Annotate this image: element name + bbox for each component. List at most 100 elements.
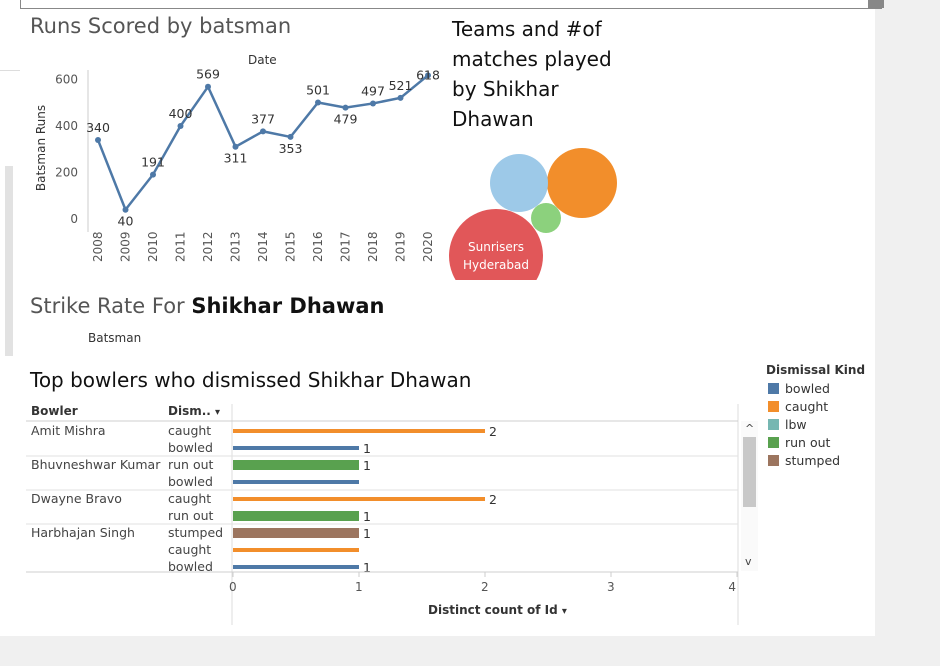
bubble-sunrisers-hyderabad[interactable] — [449, 209, 543, 281]
bowler-name[interactable]: Harbhajan Singh — [31, 525, 135, 540]
line-chart-x-tick: 2019 — [394, 231, 408, 262]
line-chart-x-tick: 2008 — [91, 231, 105, 262]
line-chart-ylabel: Batsman Runs — [34, 105, 48, 191]
left-scroll-strip — [5, 166, 13, 356]
column-header-bowler[interactable]: Bowler — [31, 404, 78, 418]
bar-x-tick: 0 — [229, 580, 237, 594]
legend-title: Dismissal Kind — [766, 363, 866, 377]
dismissal-kind[interactable]: caught — [168, 542, 211, 557]
line-data-label: 479 — [334, 112, 358, 127]
sort-icon[interactable]: ▾ — [215, 407, 221, 418]
bar[interactable] — [233, 446, 359, 450]
line-point[interactable] — [370, 100, 376, 107]
line-point[interactable] — [425, 72, 431, 79]
legend-item[interactable]: caught — [768, 399, 828, 414]
bowler-name[interactable]: Dwayne Bravo — [31, 491, 122, 506]
bowler-name[interactable]: Bhuvneshwar Kumar — [31, 457, 161, 472]
legend-item[interactable]: stumped — [768, 453, 840, 468]
bar[interactable] — [233, 565, 359, 569]
bubble-light-blue[interactable] — [490, 154, 548, 212]
line-point[interactable] — [95, 136, 101, 143]
column-header-dismissal-label: Dism.. — [168, 404, 211, 418]
legend-label: run out — [785, 435, 831, 450]
line-data-label: 311 — [224, 151, 248, 166]
bar[interactable] — [233, 429, 485, 433]
line-point[interactable] — [287, 133, 294, 140]
line-chart-x-tick: 2011 — [174, 231, 188, 262]
legend-swatch — [768, 437, 779, 448]
legend-item[interactable]: bowled — [768, 381, 830, 396]
dismissal-kind[interactable]: caught — [168, 491, 211, 506]
bar-data-label: 1 — [363, 560, 371, 575]
line-chart-x-tick: 2015 — [284, 231, 298, 262]
legend-label: caught — [785, 399, 829, 414]
strike-rate-header: Batsman — [88, 331, 142, 345]
bubble-green[interactable] — [531, 203, 561, 233]
bar-chart-xlabel: Distinct count of Id ▾ — [428, 603, 567, 617]
bar[interactable] — [233, 511, 359, 521]
line-point[interactable] — [150, 171, 156, 178]
line-chart-x-tick: 2009 — [119, 231, 133, 262]
bar[interactable] — [233, 460, 359, 470]
strike-rate-title: Strike Rate For Shikhar Dhawan — [30, 294, 384, 318]
legend-label: stumped — [785, 453, 841, 468]
line-chart-y-tick: 400 — [55, 119, 78, 133]
bubble-chart: Sunrisers Hyderabad — [449, 148, 617, 281]
sort-icon[interactable]: ▾ — [561, 606, 567, 617]
dismissal-kind[interactable]: bowled — [168, 474, 213, 489]
top-bar-knob[interactable] — [868, 0, 884, 8]
scroll-up-icon[interactable]: ^ — [745, 422, 755, 435]
dismissal-kind[interactable]: bowled — [168, 559, 213, 574]
bubble-label-line: Hyderabad — [463, 258, 529, 272]
bar-x-tick: 1 — [355, 580, 363, 594]
line-chart-x-tick: 2014 — [256, 231, 270, 262]
line-data-label: 191 — [141, 155, 165, 170]
dismissal-kind[interactable]: run out — [168, 457, 214, 472]
line-chart-x-tick: 2012 — [201, 231, 215, 262]
dismissal-kind[interactable]: bowled — [168, 440, 213, 455]
line-chart-header: Date — [248, 53, 277, 67]
dismissal-kind[interactable]: run out — [168, 508, 214, 523]
bar-x-tick: 2 — [481, 580, 489, 594]
scrollbar-thumb[interactable] — [743, 437, 756, 507]
bar-chart-xlabel-text: Distinct count of Id — [428, 603, 558, 617]
bubble-title-line: matches played — [452, 47, 612, 71]
line-chart: Batsman Runs 0 200 400 600 340 40 191 400 569 31… — [34, 67, 440, 262]
line-point[interactable] — [397, 94, 404, 101]
dismissal-kind[interactable]: caught — [168, 423, 211, 438]
legend-swatch — [768, 419, 779, 430]
bar[interactable] — [233, 548, 359, 552]
dismissal-kind[interactable]: stumped — [168, 525, 223, 540]
bubble-title-line: by Shikhar — [452, 77, 559, 101]
line-point[interactable] — [260, 128, 266, 135]
line-data-label: 618 — [416, 67, 440, 82]
bar[interactable] — [233, 480, 359, 484]
line-chart-x-tick: 2013 — [229, 231, 243, 262]
bar-data-label: 2 — [489, 492, 497, 507]
scroll-down-icon[interactable]: v — [745, 555, 752, 568]
line-chart-x-tick: 2010 — [146, 231, 160, 262]
legend-swatch — [768, 455, 779, 466]
bar[interactable] — [233, 497, 485, 501]
line-data-label: 569 — [196, 67, 220, 82]
bowler-name[interactable]: Amit Mishra — [31, 423, 106, 438]
bar[interactable] — [233, 528, 359, 538]
left-divider — [0, 70, 20, 71]
line-point[interactable] — [232, 143, 239, 150]
line-point[interactable] — [342, 104, 349, 111]
bar-x-tick: 3 — [607, 580, 615, 594]
legend-item[interactable]: lbw — [768, 417, 807, 432]
bar-chart-title: Top bowlers who dismissed Shikhar Dhawan — [30, 368, 472, 392]
bubble-orange[interactable] — [547, 148, 617, 218]
bubble-title-line: Teams and #of — [452, 17, 602, 41]
line-point[interactable] — [122, 206, 129, 213]
column-header-dismissal[interactable]: Dism.. ▾ — [168, 404, 220, 418]
bubble-title-line: Dhawan — [452, 107, 534, 131]
bar-data-label: 1 — [363, 441, 371, 456]
legend-item[interactable]: run out — [768, 435, 830, 450]
line-data-label: 377 — [251, 111, 275, 126]
line-point[interactable] — [315, 99, 321, 106]
line-point[interactable] — [205, 83, 211, 90]
legend-label: lbw — [785, 417, 807, 432]
line-point[interactable] — [177, 123, 184, 129]
